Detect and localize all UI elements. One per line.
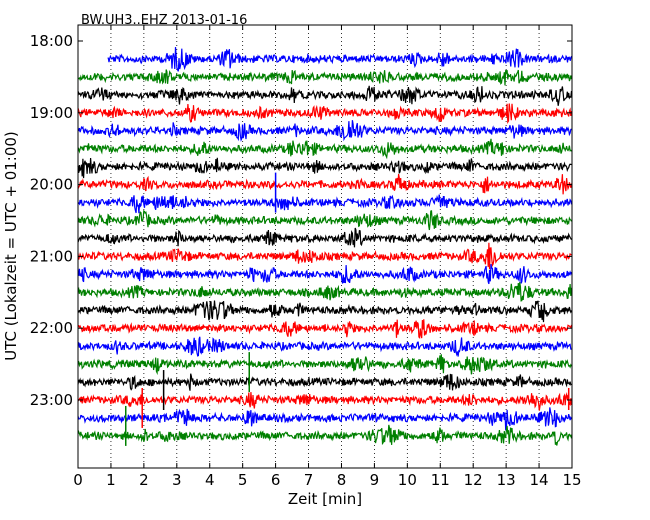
trace-2000 <box>77 173 573 195</box>
x-tick-label: 2 <box>139 471 149 489</box>
trace-2130 <box>77 282 573 302</box>
x-tick-label: 7 <box>304 471 314 489</box>
trace-1830 <box>77 69 573 86</box>
trace-1815 <box>107 47 573 72</box>
x-tick-label: 3 <box>172 471 182 489</box>
trace-1930 <box>77 138 572 160</box>
trace-2115 <box>77 263 573 285</box>
traces <box>77 47 573 446</box>
trace-2215 <box>77 336 572 357</box>
y-tick-label: 20:00 <box>30 176 73 194</box>
x-tick-label: 15 <box>562 471 581 489</box>
trace-2030 <box>77 209 573 231</box>
trace-1915 <box>77 120 572 142</box>
trace-2145 <box>77 300 573 323</box>
x-tick-label: 4 <box>205 471 215 489</box>
y-tick-label: 18:00 <box>30 32 73 50</box>
x-axis: 0 1 2 3 4 5 6 7 8 9 10 11 12 13 14 15 <box>73 25 582 489</box>
x-tick-label: 11 <box>431 471 450 489</box>
x-tick-label: 6 <box>271 471 281 489</box>
chart-title: BW.UH3..EHZ 2013-01-16 <box>81 13 247 28</box>
trace-1845 <box>77 85 573 106</box>
trace-2015 <box>77 194 573 214</box>
trace-2230 <box>77 354 573 376</box>
plot-frame <box>77 24 573 469</box>
trace-2045 <box>77 227 573 248</box>
y-tick-label: 21:00 <box>30 247 73 265</box>
trace-2315 <box>77 407 573 431</box>
x-tick-label: 1 <box>106 471 116 489</box>
y-tick-label: 19:00 <box>30 104 73 122</box>
trace-1945 <box>77 157 572 179</box>
trace-2330 <box>77 424 573 446</box>
trace-2300 <box>77 391 573 411</box>
trace-2100 <box>77 242 572 270</box>
x-tick-label: 9 <box>370 471 380 489</box>
x-tick-label: 12 <box>464 471 483 489</box>
y-axis: 18:00 19:00 20:00 21:00 22:00 23:00 <box>30 32 572 409</box>
x-axis-label: Zeit [min] <box>288 490 362 508</box>
plot-area <box>78 25 572 468</box>
y-axis-label: UTC (Lokalzeit = UTC + 01:00) <box>2 131 20 361</box>
x-tick-label: 13 <box>497 471 516 489</box>
y-tick-label: 22:00 <box>30 319 73 337</box>
y-tick-label: 23:00 <box>30 391 73 409</box>
x-tick-label: 0 <box>73 471 83 489</box>
x-tick-label: 8 <box>337 471 347 489</box>
x-tick-label: 5 <box>238 471 248 489</box>
trace-2245 <box>77 373 572 391</box>
x-tick-label: 14 <box>530 471 549 489</box>
trace-1900 <box>77 103 573 125</box>
trace-2200 <box>77 319 573 340</box>
x-tick-label: 10 <box>398 471 417 489</box>
